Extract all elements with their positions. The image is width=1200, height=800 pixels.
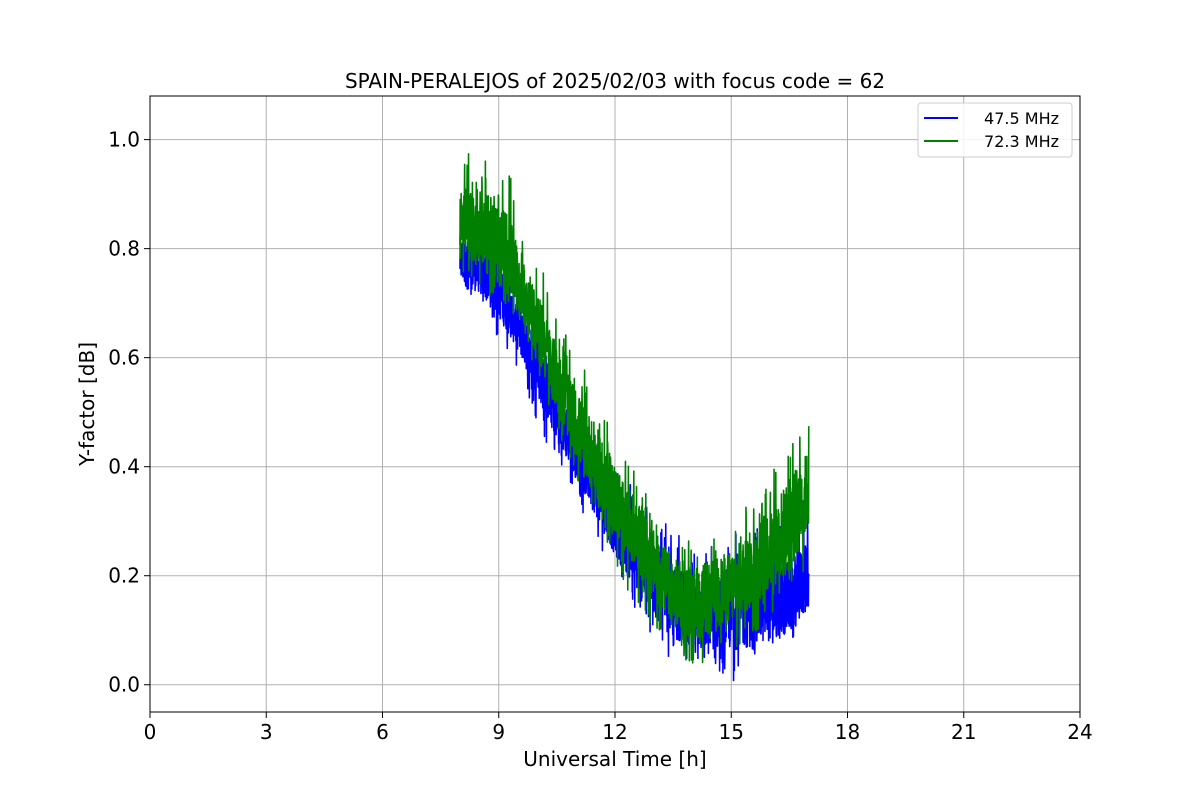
x-axis: 0 3 6 9 12 15 18 21 24 [144, 712, 1093, 744]
y-tick-label: 0.6 [108, 346, 140, 370]
legend: 47.5 MHz 72.3 MHz [917, 102, 1073, 158]
y-tick-label: 0.4 [108, 455, 140, 479]
legend-label: 72.3 MHz [984, 132, 1059, 151]
y-tick-label: 0.0 [108, 673, 140, 697]
y-tick-label: 1.0 [108, 128, 140, 152]
data-layer [459, 153, 810, 682]
x-tick-label: 6 [376, 720, 389, 744]
legend-box [917, 102, 1073, 158]
x-axis-label: Universal Time [h] [523, 747, 706, 771]
x-tick-label: 21 [951, 720, 976, 744]
x-tick-label: 15 [719, 720, 744, 744]
x-tick-label: 18 [835, 720, 860, 744]
series-line [459, 230, 810, 682]
x-tick-label: 0 [144, 720, 157, 744]
x-tick-label: 24 [1067, 720, 1092, 744]
y-axis: 0.0 0.2 0.4 0.6 0.8 1.0 [108, 128, 150, 697]
y-axis-label: Y-factor [dB] [75, 342, 99, 467]
x-tick-label: 3 [260, 720, 273, 744]
y-tick-label: 0.8 [108, 237, 140, 261]
y-tick-label: 0.2 [108, 564, 140, 588]
legend-label: 47.5 MHz [984, 109, 1059, 128]
series-line [459, 153, 810, 664]
chart-title: SPAIN-PERALEJOS of 2025/02/03 with focus… [345, 69, 885, 93]
x-tick-label: 12 [602, 720, 627, 744]
x-tick-label: 9 [492, 720, 505, 744]
